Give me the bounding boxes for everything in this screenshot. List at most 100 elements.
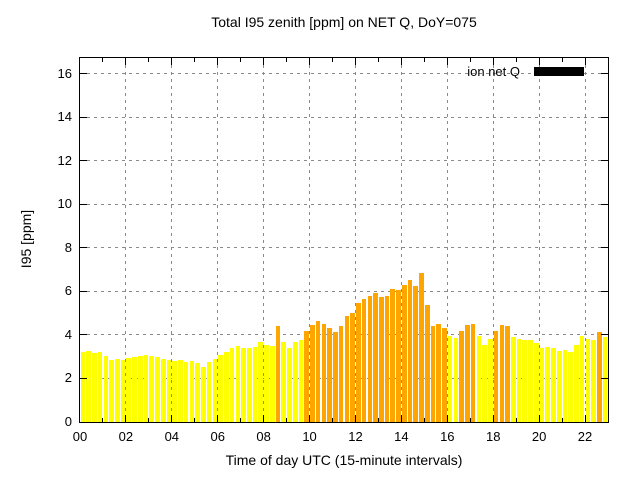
y-tick-mark xyxy=(80,334,87,336)
bar xyxy=(528,340,533,422)
bar xyxy=(516,339,522,422)
x-tick-mark xyxy=(263,415,265,422)
bar xyxy=(436,324,441,422)
y-tick-label: 2 xyxy=(64,370,72,386)
y-tick-mark xyxy=(80,73,87,75)
bar xyxy=(373,292,378,422)
x-tick-mark xyxy=(309,415,311,422)
bar xyxy=(470,324,476,422)
y-tick-label: 4 xyxy=(64,326,72,342)
x-tick-mark xyxy=(423,58,425,62)
y-tick-mark xyxy=(80,247,87,249)
y-tick-mark xyxy=(601,116,608,118)
x-gridline xyxy=(538,58,540,422)
bar xyxy=(419,272,424,422)
y-gridline xyxy=(80,116,608,118)
bar xyxy=(212,358,218,422)
x-tick-mark xyxy=(217,58,219,65)
x-gridline xyxy=(125,58,127,422)
x-tick-mark xyxy=(332,418,334,422)
x-tick-mark xyxy=(286,58,288,62)
bar xyxy=(92,353,97,422)
bar xyxy=(401,284,407,422)
bar xyxy=(367,295,373,422)
x-tick-mark xyxy=(423,418,425,422)
bar xyxy=(407,279,413,422)
bar xyxy=(356,303,361,422)
bar xyxy=(459,330,464,422)
bar xyxy=(539,348,545,422)
x-tick-mark xyxy=(171,415,173,422)
y-gridline xyxy=(80,160,608,162)
bar xyxy=(189,361,195,422)
x-gridline xyxy=(584,58,586,422)
bar xyxy=(178,360,183,422)
bar xyxy=(511,337,516,422)
bar xyxy=(413,286,419,422)
y-gridline xyxy=(80,290,608,292)
y-tick-label: 0 xyxy=(64,414,72,429)
bar xyxy=(384,295,390,422)
x-tick-mark xyxy=(148,418,150,422)
bar xyxy=(304,330,309,422)
x-tick-label: 14 xyxy=(394,429,409,444)
bar xyxy=(522,340,528,422)
x-tick-mark xyxy=(125,415,127,422)
bar xyxy=(482,344,487,422)
bar xyxy=(315,320,321,422)
bar xyxy=(562,350,568,422)
bar xyxy=(453,338,459,422)
x-gridline xyxy=(354,58,356,422)
x-tick-mark xyxy=(102,418,104,422)
x-gridline xyxy=(492,58,494,422)
bar xyxy=(166,360,172,422)
x-tick-mark xyxy=(584,415,586,422)
x-tick-mark xyxy=(286,418,288,422)
bar xyxy=(556,351,562,422)
y-tick-mark xyxy=(601,290,608,292)
bar xyxy=(97,352,103,422)
bar xyxy=(172,361,177,422)
y-tick-mark xyxy=(80,203,87,205)
x-tick-mark xyxy=(309,58,311,65)
bar xyxy=(476,336,482,422)
bar xyxy=(160,358,166,422)
x-tick-mark xyxy=(102,58,104,62)
x-tick-mark xyxy=(354,415,356,422)
x-tick-label: 16 xyxy=(440,429,455,444)
y-tick-mark xyxy=(601,377,608,379)
bar xyxy=(149,355,155,422)
bar xyxy=(80,352,86,422)
bar xyxy=(574,344,579,422)
x-tick-mark xyxy=(377,58,379,62)
x-tick-mark xyxy=(515,418,517,422)
bar xyxy=(442,328,447,422)
bar xyxy=(183,362,189,422)
legend-label: ion net Q xyxy=(467,63,520,79)
bar xyxy=(505,326,510,422)
bar xyxy=(327,328,332,422)
x-tick-mark xyxy=(492,415,494,422)
y-gridline xyxy=(80,203,608,205)
x-tick-mark xyxy=(400,415,402,422)
x-tick-mark xyxy=(240,58,242,62)
x-axis-label: Time of day UTC (15-minute intervals) xyxy=(225,452,463,468)
legend-swatch-icon xyxy=(534,66,584,76)
bar xyxy=(379,296,384,422)
x-tick-mark xyxy=(148,58,150,62)
y-gridline xyxy=(80,247,608,249)
bar xyxy=(424,304,430,422)
bar xyxy=(568,352,573,422)
bar xyxy=(488,339,493,422)
x-tick-mark xyxy=(171,58,173,65)
y-gridline xyxy=(80,334,608,336)
bar xyxy=(447,336,453,422)
x-tick-mark xyxy=(240,418,242,422)
bar xyxy=(579,336,585,422)
bar xyxy=(86,351,91,422)
y-gridline xyxy=(80,73,608,75)
x-tick-mark xyxy=(400,58,402,65)
bar xyxy=(206,362,212,422)
bar xyxy=(241,348,246,422)
